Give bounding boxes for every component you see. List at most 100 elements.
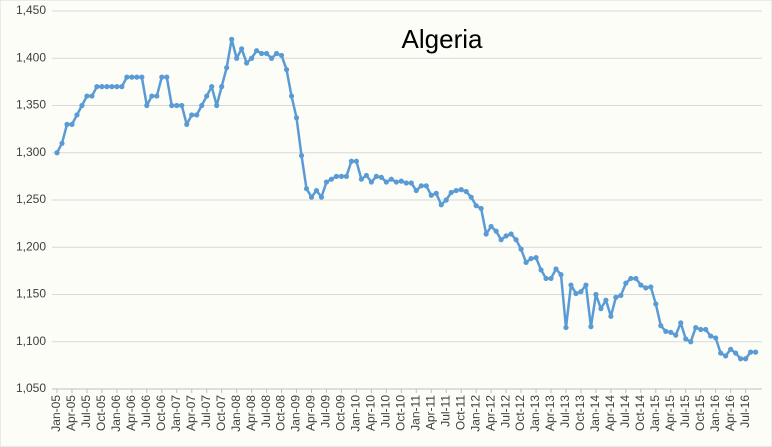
data-point <box>393 179 399 185</box>
data-point <box>493 228 499 234</box>
x-tick-label: Oct-08 <box>274 395 288 431</box>
data-point <box>383 179 389 185</box>
data-point <box>333 173 340 179</box>
data-point <box>154 93 160 99</box>
data-point <box>204 93 210 99</box>
data-point <box>448 189 454 196</box>
data-point <box>453 187 459 194</box>
data-point <box>683 336 689 342</box>
data-point <box>698 326 704 333</box>
data-point <box>54 150 60 156</box>
data-point <box>708 333 714 339</box>
data-point <box>79 102 85 109</box>
data-point <box>363 172 369 179</box>
data-point <box>353 158 359 164</box>
y-tick-label: 1,300 <box>16 145 46 159</box>
data-point <box>258 50 265 57</box>
data-point <box>159 74 165 80</box>
data-point <box>688 339 694 345</box>
data-point <box>623 280 629 286</box>
x-tick-label: Apr-09 <box>304 395 318 431</box>
x-tick-label: Jan-15 <box>648 395 662 432</box>
data-point <box>498 237 504 243</box>
data-point <box>94 84 100 90</box>
x-tick-label: Jan-12 <box>468 395 482 432</box>
data-point <box>303 186 310 192</box>
data-point <box>84 93 90 99</box>
data-point <box>603 297 609 303</box>
data-point <box>323 179 330 185</box>
x-tick-label: Oct-12 <box>513 395 527 431</box>
data-point <box>313 187 320 194</box>
data-point <box>413 187 419 194</box>
data-point <box>194 112 200 118</box>
x-tick-label: Jul-06 <box>139 395 153 428</box>
data-point <box>588 324 594 330</box>
data-point <box>433 190 439 196</box>
data-point <box>368 179 374 185</box>
data-point <box>214 102 220 109</box>
data-point <box>69 121 75 127</box>
data-point <box>288 93 295 99</box>
data-point <box>563 324 569 331</box>
data-point <box>219 84 225 90</box>
data-point <box>398 178 404 184</box>
data-point <box>184 121 190 127</box>
data-point <box>443 197 449 203</box>
data-point <box>483 231 489 237</box>
data-point <box>244 60 250 66</box>
data-point <box>508 231 514 237</box>
data-point <box>338 173 345 179</box>
y-tick-label: 1,050 <box>16 381 46 395</box>
data-point <box>743 356 749 362</box>
x-tick-label: Oct-07 <box>214 395 228 431</box>
data-point <box>199 102 205 109</box>
data-point <box>518 246 524 252</box>
y-tick-label: 1,200 <box>16 239 46 253</box>
data-point <box>703 326 709 333</box>
data-point <box>748 349 754 355</box>
x-tick-label: Jul-13 <box>558 395 572 428</box>
y-tick-label: 1,100 <box>16 334 46 348</box>
data-point <box>224 65 230 71</box>
data-point <box>64 121 70 127</box>
data-point <box>99 84 105 90</box>
x-tick-label: Jul-16 <box>738 395 752 428</box>
data-point <box>283 66 290 73</box>
data-point <box>149 93 155 99</box>
data-point <box>653 301 659 307</box>
data-point <box>209 84 215 90</box>
data-point <box>618 292 624 299</box>
y-tick-label: 1,400 <box>16 50 46 64</box>
data-point <box>273 50 280 57</box>
x-tick-label: Jan-07 <box>169 395 183 432</box>
x-tick-label: Jan-05 <box>49 395 63 432</box>
x-tick-label: Apr-13 <box>543 395 557 431</box>
data-point <box>318 194 325 200</box>
x-tick-label: Jul-08 <box>259 395 273 428</box>
data-point <box>583 282 589 288</box>
data-point <box>463 188 469 195</box>
y-tick-label: 1,250 <box>16 192 46 206</box>
data-point <box>513 237 519 243</box>
data-point <box>558 272 564 278</box>
data-point <box>109 84 115 90</box>
data-point <box>648 284 654 290</box>
y-tick-label: 1,450 <box>16 3 46 17</box>
x-tick-label: Apr-14 <box>603 395 617 431</box>
data-point <box>119 84 125 90</box>
x-tick-label: Apr-10 <box>364 395 378 431</box>
data-point <box>104 84 110 90</box>
data-point <box>229 36 235 42</box>
data-point <box>578 289 584 295</box>
data-point <box>373 173 379 179</box>
data-point <box>478 205 484 212</box>
data-point <box>723 353 729 359</box>
x-tick-label: Jul-14 <box>618 395 632 428</box>
data-point <box>678 320 684 326</box>
data-point <box>343 173 350 179</box>
data-point <box>728 346 734 352</box>
data-point <box>753 349 759 355</box>
data-point <box>129 74 135 80</box>
